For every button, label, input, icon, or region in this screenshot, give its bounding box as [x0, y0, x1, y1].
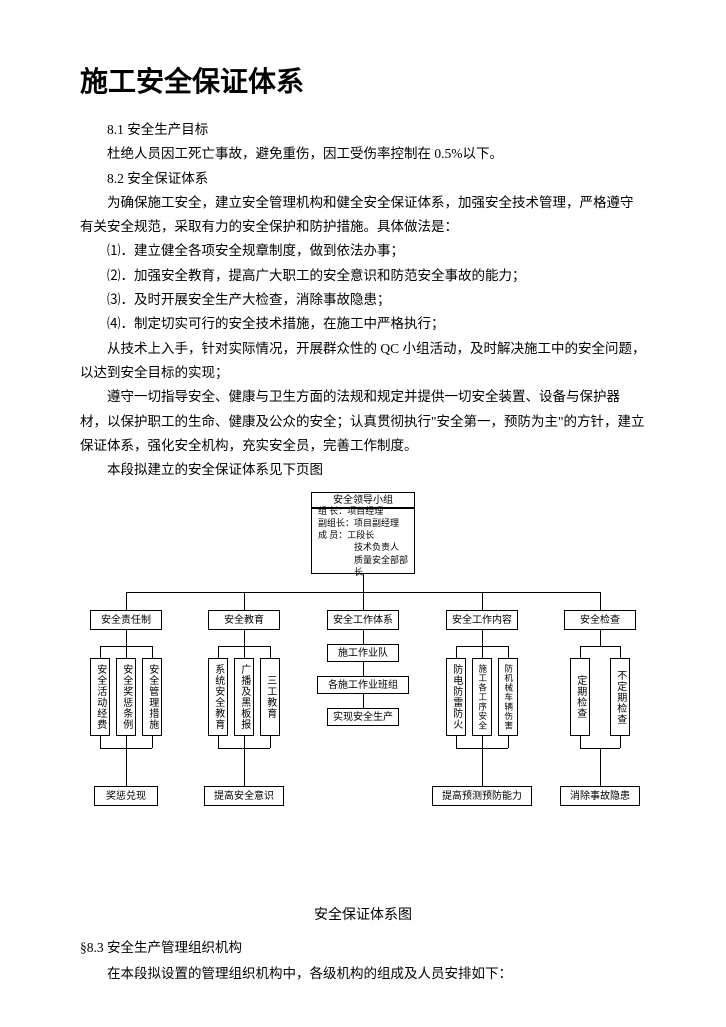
row2-box-3: 安全工作内容: [446, 610, 518, 630]
list-item-2: ⑵．加强安全教育，提高广大职工的安全意识和防范安全事故的能力；: [80, 264, 646, 288]
section-8-3-para: 在本段拟设置的管理组织机构中，各级机构的组成及人员安排如下：: [80, 962, 646, 986]
section-8-3: §8.3 安全生产管理组织机构 在本段拟设置的管理组织机构中，各级机构的组成及人…: [80, 936, 646, 986]
col4-box-2: 防机械车辆伤害: [498, 658, 518, 736]
conn: [126, 646, 127, 658]
bottom-box-4: 提高预测预防能力: [432, 786, 532, 806]
conn: [363, 694, 364, 708]
list-item-4: ⑷．制定切实可行的安全技术措施，在施工中严格执行；: [80, 312, 646, 336]
col4-box-1: 施工各工序安全: [472, 658, 492, 736]
conn: [363, 630, 364, 644]
col2-box-2: 三工教育: [260, 658, 280, 736]
list-item-1: ⑴．建立健全各项安全规章制度，做到依法办事；: [80, 239, 646, 263]
conn: [363, 574, 364, 592]
conn: [244, 748, 245, 786]
conn: [620, 736, 621, 748]
conn: [100, 736, 101, 748]
conn: [244, 736, 245, 748]
conn: [600, 630, 601, 646]
diagram-caption: 安全保证体系图: [80, 904, 646, 924]
conn: [456, 736, 457, 748]
section-8-1-para: 杜绝人员因工死亡事故，避免重伤，因工受伤率控制在 0.5%以下。: [80, 142, 646, 166]
section-8-1-heading: 8.1 安全生产目标: [80, 118, 646, 142]
conn: [456, 646, 457, 658]
col4-box-0: 防电防雷防火: [446, 658, 466, 736]
list-item-3: ⑶．及时开展安全生产大检查，消除事故隐患；: [80, 288, 646, 312]
org-chart-diagram: 安全领导小组 组 长：项目经理 副组长：项目副经理 成 员：工段长 技术负责人 …: [80, 492, 646, 892]
conn: [244, 592, 245, 610]
conn: [508, 646, 509, 658]
top-line3: 成 员：工段长: [318, 529, 374, 541]
section-8-2-para2: 从技术上入手，针对实际情况，开展群众性的 QC 小组活动，及时解决施工中的安全问…: [80, 337, 646, 386]
row2-box-1: 安全教育: [208, 610, 280, 630]
section-8-3-heading: §8.3 安全生产管理组织机构: [80, 936, 646, 956]
top-line1: 组 长：项目经理: [318, 505, 383, 517]
conn: [482, 630, 483, 646]
conn: [152, 736, 153, 748]
conn: [482, 592, 483, 610]
conn: [620, 646, 621, 658]
mid-box-c: 实现安全生产: [327, 708, 399, 726]
section-8-2-heading: 8.2 安全保证体系: [80, 167, 646, 191]
row2-box-4: 安全检查: [564, 610, 636, 630]
row2-box-2: 安全工作体系: [327, 610, 399, 630]
col2-box-0: 系统安全教育: [208, 658, 228, 736]
bottom-box-5: 消除事故隐患: [560, 786, 640, 806]
conn: [126, 630, 127, 646]
row2-box-0: 安全责任制: [90, 610, 162, 630]
bottom-box-1: 奖惩兑现: [94, 786, 158, 806]
col1-box-2: 安全管理措施: [142, 658, 162, 736]
mid-box-b: 各施工作业班组: [317, 676, 409, 694]
mid-box-a: 施工作业队: [327, 644, 399, 662]
conn: [580, 646, 620, 647]
col2-box-1: 广播及黑板报: [234, 658, 254, 736]
section-8-2-intro: 为确保施工安全，建立安全管理机构和健全安全保证体系，加强安全技术管理，严格遵守有…: [80, 191, 646, 240]
section-8-2-para4: 本段拟建立的安全保证体系见下页图: [80, 458, 646, 482]
col1-box-0: 安全活动经费: [90, 658, 110, 736]
col5-box-1: 不定期检查: [610, 658, 630, 736]
main-title: 施工安全保证体系: [80, 60, 646, 100]
conn: [218, 736, 219, 748]
conn: [363, 662, 364, 676]
conn: [580, 646, 581, 658]
conn: [244, 646, 245, 658]
col1-box-1: 安全奖惩条例: [116, 658, 136, 736]
top-line2: 副组长：项目副经理: [318, 517, 399, 529]
conn: [244, 630, 245, 646]
conn: [100, 646, 101, 658]
conn: [152, 646, 153, 658]
conn: [126, 592, 127, 610]
top-line4: 技术负责人: [318, 541, 399, 553]
conn: [600, 592, 601, 610]
conn: [580, 736, 581, 748]
conn: [363, 592, 364, 610]
conn: [126, 736, 127, 748]
conn: [482, 646, 483, 658]
col5-box-0: 定期检查: [570, 658, 590, 736]
document-page: 施工安全保证体系 8.1 安全生产目标 杜绝人员因工死亡事故，避免重伤，因工受伤…: [0, 0, 726, 1027]
conn: [482, 748, 483, 786]
bottom-box-2: 提高安全意识: [204, 786, 284, 806]
conn: [482, 736, 483, 748]
conn: [600, 748, 601, 786]
conn: [270, 736, 271, 748]
conn: [270, 646, 271, 658]
conn: [126, 748, 127, 786]
section-8-2-para3: 遵守一切指导安全、健康与卫生方面的法规和规定并提供一切安全装置、设备与保护器材，…: [80, 385, 646, 458]
top-members-box: 组 长：项目经理 副组长：项目副经理 成 员：工段长 技术负责人 质量安全部部长: [311, 508, 415, 574]
conn: [218, 646, 219, 658]
conn: [508, 736, 509, 748]
